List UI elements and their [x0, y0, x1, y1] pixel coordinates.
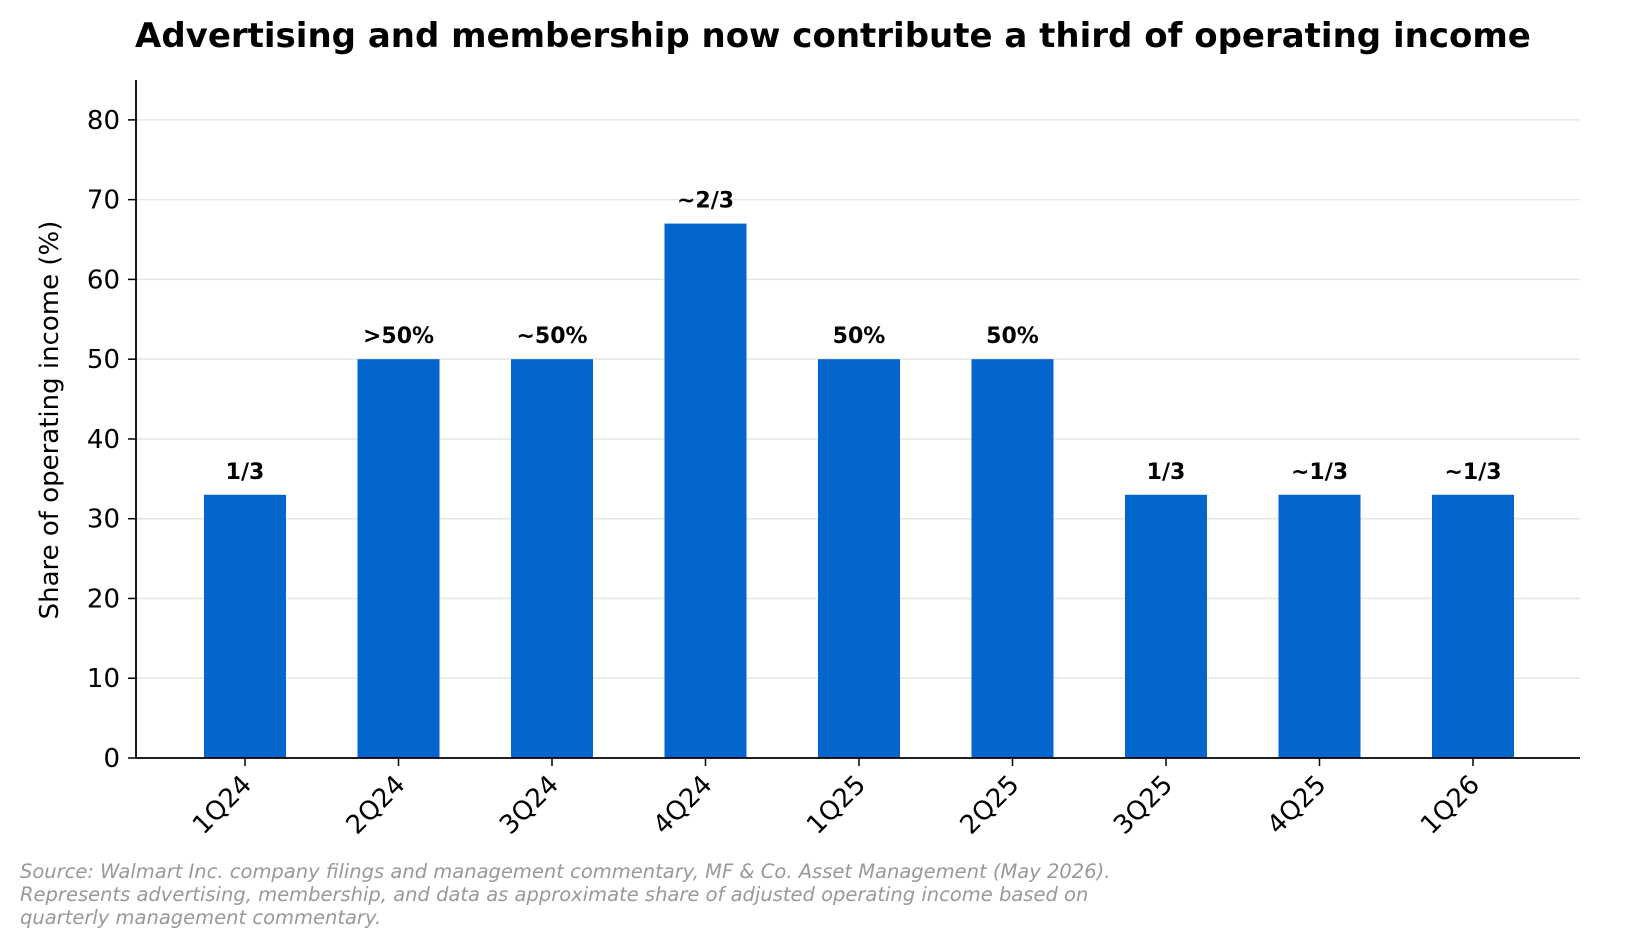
x-tick-label-1Q26: 1Q26 [1415, 770, 1486, 841]
data-label-2Q25: 50% [986, 324, 1039, 349]
y-tick-label: 10 [87, 664, 120, 694]
y-tick-label: 80 [87, 106, 120, 136]
x-tick-label-1Q25: 1Q25 [801, 770, 872, 841]
x-tick-label-3Q24: 3Q24 [494, 770, 565, 841]
bar-3Q25 [1125, 494, 1207, 758]
data-label-3Q24: ~50% [516, 324, 587, 349]
y-axis: 0 10 20 30 40 50 60 70 80 [87, 80, 137, 774]
data-label-3Q25: 1/3 [1147, 460, 1186, 485]
y-tick-label: 40 [87, 425, 120, 455]
bar-4Q24 [664, 223, 747, 758]
x-tick-label-1Q24: 1Q24 [187, 770, 258, 841]
bar-3Q24 [511, 359, 593, 758]
data-label-4Q25: ~1/3 [1291, 460, 1348, 485]
source-footnote: Source: Walmart Inc. company filings and… [20, 860, 1520, 929]
bar-2Q24 [357, 359, 440, 758]
x-axis: 1Q24 2Q24 3Q24 4Q24 1Q25 2Q25 3Q25 4Q25 1Q26 [136, 757, 1580, 841]
bar-1Q24 [204, 494, 286, 758]
data-label-2Q24: >50% [363, 324, 434, 349]
bar-4Q25 [1278, 494, 1361, 758]
y-tick-label: 50 [87, 345, 120, 375]
bar-2Q25 [971, 359, 1054, 758]
x-tick-label-4Q24: 4Q24 [648, 770, 719, 841]
y-tick-label: 30 [87, 505, 120, 535]
y-tick-label: 20 [87, 584, 120, 614]
data-label-1Q26: ~1/3 [1444, 460, 1501, 485]
x-tick-label-2Q24: 2Q24 [341, 770, 412, 841]
x-tick-label-3Q25: 3Q25 [1108, 770, 1179, 841]
data-label-1Q25: 50% [833, 324, 886, 349]
bar-1Q26 [1432, 494, 1514, 758]
y-tick-label: 70 [87, 186, 120, 216]
footnote-line: quarterly management commentary. [20, 906, 382, 929]
data-labels: 1/3 >50% ~50% ~2/3 50% 50% 1/3 ~1/3 ~1/3 [226, 189, 1502, 485]
bars [204, 223, 1514, 758]
y-tick-label: 60 [87, 265, 120, 295]
bar-1Q25 [818, 359, 900, 758]
footnote-line: Represents advertising, membership, and … [20, 883, 1089, 906]
data-label-4Q24: ~2/3 [677, 189, 734, 214]
y-axis-label: Share of operating income (%) [35, 221, 65, 620]
footnote-line: Source: Walmart Inc. company filings and… [20, 860, 1111, 883]
chart-title: Advertising and membership now contribut… [135, 16, 1531, 56]
x-tick-label-4Q25: 4Q25 [1262, 770, 1333, 841]
y-tick-label: 0 [103, 744, 120, 774]
data-label-1Q24: 1/3 [226, 460, 265, 485]
x-tick-label-2Q25: 2Q25 [955, 770, 1026, 841]
